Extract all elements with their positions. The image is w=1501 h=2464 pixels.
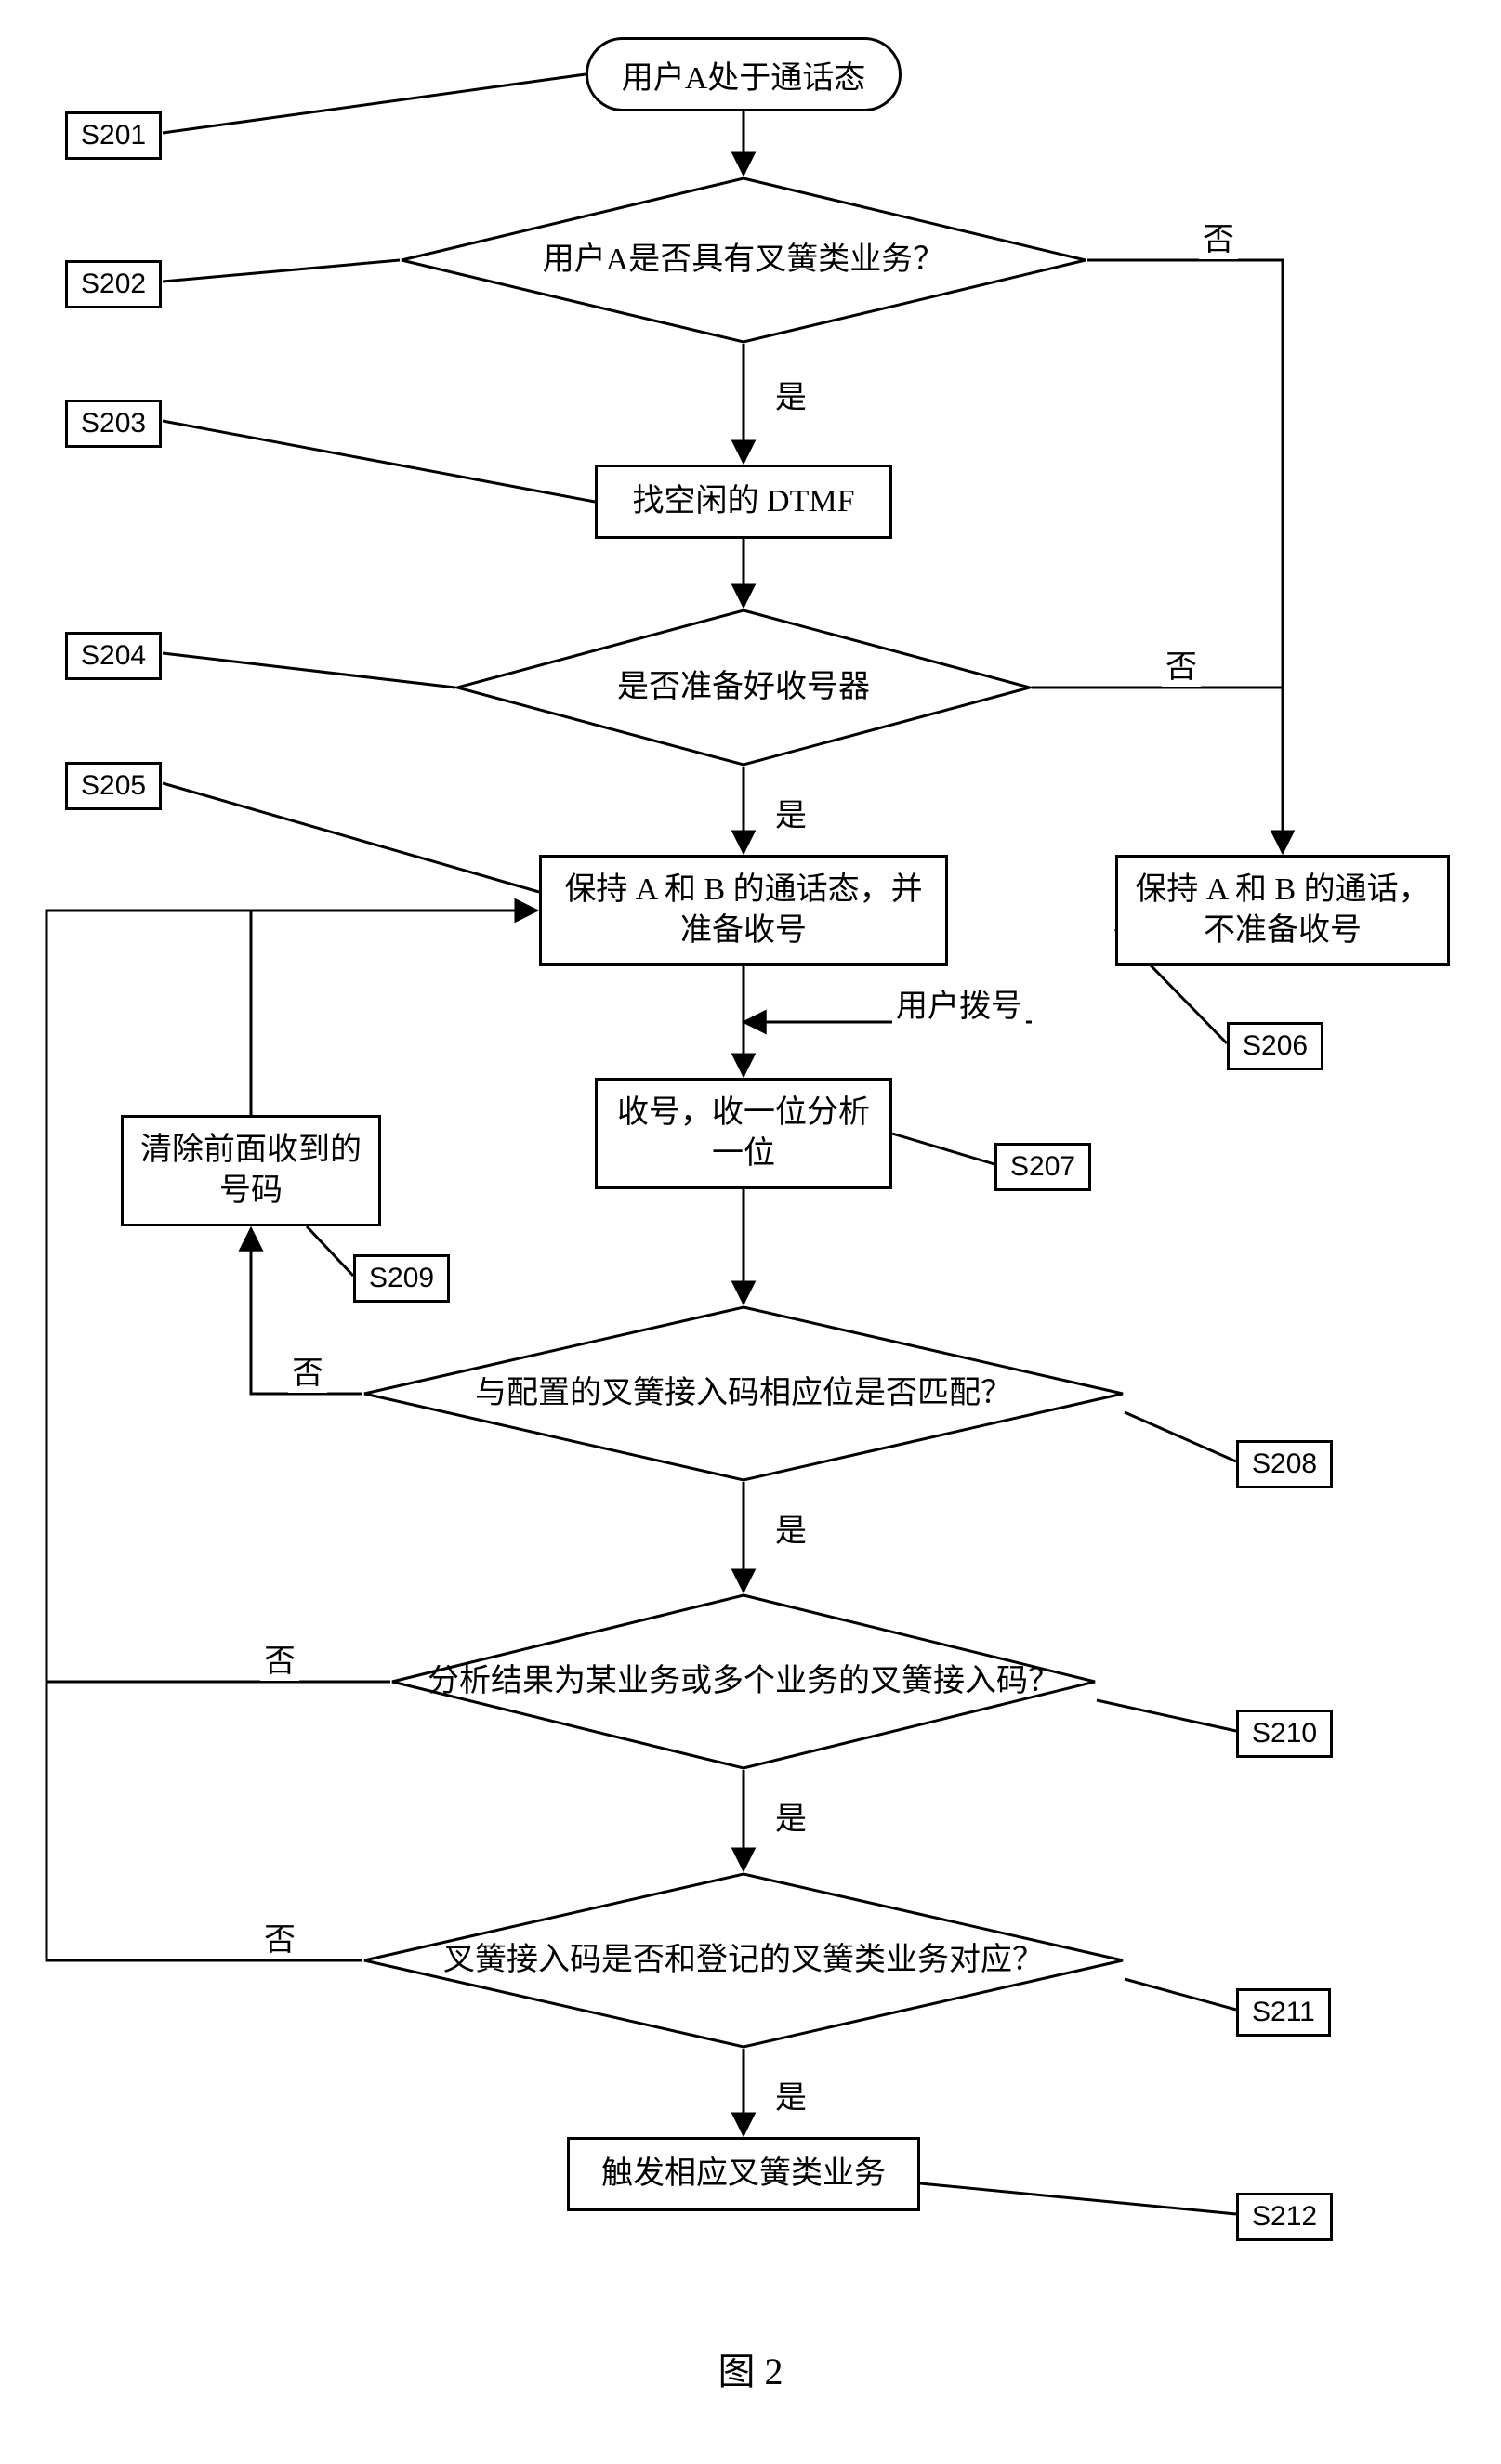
edge-user-dial: 用户拨号: [892, 980, 1026, 1026]
node-s212-process: 触发相应叉簧类业务: [567, 2137, 920, 2211]
tag-s207: S207: [994, 1143, 1091, 1191]
figure-caption: 图 2: [0, 2341, 1501, 2395]
tag-s211: S211: [1236, 1988, 1331, 2037]
tag-s201: S201: [65, 111, 162, 160]
node-s206-process: 保持 A 和 B 的通话，不准备收号: [1115, 855, 1450, 966]
edge-s202-no: 否: [1199, 214, 1238, 259]
node-text: 触发相应叉簧类业务: [601, 2154, 886, 2195]
node-text: 清除前面收到的号码: [138, 1130, 363, 1212]
node-s211-decision: 叉簧接入码是否和登记的叉簧类业务对应？: [362, 1872, 1125, 2049]
node-s207-process: 收号，收一位分析一位: [595, 1078, 892, 1189]
edge-s208-yes: 是: [771, 1505, 810, 1551]
tag-s206: S206: [1227, 1022, 1323, 1070]
edge-s210-no: 否: [260, 1635, 299, 1681]
node-s209-process: 清除前面收到的号码: [121, 1115, 381, 1226]
node-text: 是否准备好收号器: [455, 667, 1032, 708]
tag-s203: S203: [65, 400, 162, 448]
node-text: 找空闲的 DTMF: [633, 481, 855, 522]
node-text: 用户A是否具有叉簧类业务？: [400, 240, 1087, 281]
node-s205-process: 保持 A 和 B 的通话态，并准备收号: [539, 855, 948, 966]
node-text: 叉簧接入码是否和登记的叉簧类业务对应？: [362, 1940, 1125, 1981]
edge-s211-no: 否: [260, 1914, 299, 1959]
node-s210-decision: 分析结果为某业务或多个业务的叉簧接入码？: [390, 1593, 1097, 1770]
node-s202-decision: 用户A是否具有叉簧类业务？: [400, 177, 1087, 344]
edge-s202-yes: 是: [771, 372, 810, 417]
node-s208-decision: 与配置的叉簧接入码相应位是否匹配？: [362, 1305, 1125, 1482]
node-text: 用户A处于通话态: [622, 52, 866, 98]
tag-s204: S204: [65, 632, 162, 680]
node-s201-terminator: 用户A处于通话态: [586, 37, 902, 111]
node-s204-decision: 是否准备好收号器: [455, 609, 1032, 767]
tag-s212: S212: [1236, 2193, 1333, 2241]
edge-s204-no: 否: [1162, 641, 1201, 687]
node-text: 分析结果为某业务或多个业务的叉簧接入码？: [390, 1661, 1097, 1702]
node-text: 收号，收一位分析一位: [612, 1093, 875, 1174]
node-text: 保持 A 和 B 的通话，不准备收号: [1133, 870, 1432, 951]
edge-s208-no: 否: [288, 1347, 327, 1393]
edge-s211-yes: 是: [771, 2072, 810, 2117]
edge-s204-yes: 是: [771, 790, 810, 835]
node-s203-process: 找空闲的 DTMF: [595, 465, 892, 539]
edge-s210-yes: 是: [771, 1793, 810, 1839]
tag-s202: S202: [65, 260, 162, 308]
node-text: 与配置的叉簧接入码相应位是否匹配？: [362, 1373, 1125, 1414]
tag-s209: S209: [353, 1254, 450, 1303]
tag-s208: S208: [1236, 1440, 1333, 1488]
node-text: 保持 A 和 B 的通话态，并准备收号: [557, 870, 930, 951]
edges: [0, 0, 1501, 2464]
tag-s210: S210: [1236, 1710, 1333, 1758]
tag-s205: S205: [65, 762, 162, 810]
